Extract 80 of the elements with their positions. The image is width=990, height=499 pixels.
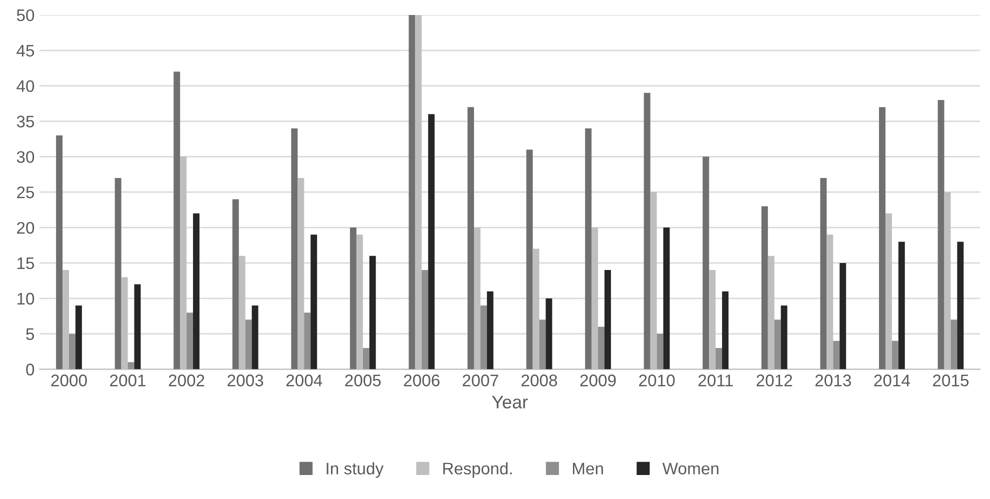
bar	[950, 320, 958, 370]
bar	[546, 298, 552, 370]
bar	[761, 206, 768, 370]
bar	[820, 178, 827, 370]
bar	[75, 305, 82, 370]
bar	[114, 178, 122, 370]
bar	[369, 256, 376, 370]
bar	[245, 320, 252, 370]
x-tick-label: 2001	[110, 374, 146, 386]
bar	[656, 334, 664, 370]
legend-label: Women	[662, 462, 718, 474]
x-tick-label: 2013	[815, 374, 851, 386]
legend-label: In study	[326, 462, 384, 478]
bar	[422, 270, 428, 370]
x-tick-label: 2005	[345, 374, 381, 386]
y-tick-label: 40	[16, 80, 34, 92]
bar	[186, 312, 194, 370]
x-tick-label: 2000	[51, 374, 87, 386]
legend-label: Men	[572, 462, 603, 474]
bar	[310, 234, 318, 370]
bar	[526, 150, 533, 370]
bar	[840, 262, 846, 370]
bar	[663, 228, 670, 370]
x-tick-label: 2015	[933, 374, 969, 386]
x-tick-label: 2003	[228, 374, 264, 386]
bar	[598, 326, 604, 370]
y-tick-label: 5	[26, 328, 34, 340]
bar	[134, 284, 141, 370]
y-tick-label: 35	[16, 116, 34, 128]
bar	[774, 320, 781, 370]
legend-label: Respond.	[443, 462, 512, 478]
bar	[252, 305, 258, 370]
bar	[291, 128, 298, 370]
bar	[68, 334, 76, 370]
bar	[468, 107, 474, 370]
bar	[898, 242, 905, 370]
x-axis-title: Year	[492, 396, 528, 408]
x-tick-label: 2014	[874, 374, 910, 386]
bar	[304, 312, 311, 370]
y-tick-label: 0	[26, 364, 34, 376]
bar	[174, 72, 180, 370]
x-tick-label: 2010	[639, 374, 675, 386]
bar	[780, 305, 788, 370]
bar	[702, 156, 710, 370]
x-tick-label: 2004	[286, 374, 322, 386]
bar	[362, 348, 370, 370]
bar	[56, 135, 63, 370]
y-tick-label: 30	[16, 151, 34, 163]
x-tick-label: 2008	[522, 374, 558, 386]
y-tick-label: 10	[17, 292, 34, 305]
bar	[892, 340, 898, 370]
y-tick-label: 20	[17, 222, 34, 234]
x-tick-label: 2002	[168, 374, 204, 386]
bar	[604, 270, 611, 370]
bar	[722, 291, 729, 370]
y-tick-label: 15	[17, 258, 34, 270]
bar	[193, 213, 200, 370]
bar	[486, 291, 494, 370]
x-tick-label: 2006	[404, 374, 440, 386]
bar	[585, 128, 592, 370]
bar	[350, 228, 356, 370]
y-tick-label: 25	[17, 186, 34, 198]
bar	[480, 305, 487, 370]
bar	[716, 348, 722, 370]
x-tick-label: 2007	[462, 374, 498, 386]
bar	[408, 14, 416, 370]
bar	[833, 340, 840, 370]
bar	[878, 107, 886, 370]
bar	[957, 242, 964, 370]
bar	[938, 100, 944, 370]
bar	[539, 320, 546, 370]
bar	[428, 114, 435, 370]
x-tick-label: 2009	[580, 374, 616, 386]
bar	[128, 362, 134, 370]
y-tick-label: 50	[16, 9, 34, 22]
bar	[644, 92, 650, 370]
x-tick-label: 2012	[756, 374, 792, 386]
y-tick-label: 45	[16, 44, 34, 57]
x-tick-label: 2011	[698, 374, 733, 386]
bar	[232, 199, 239, 370]
